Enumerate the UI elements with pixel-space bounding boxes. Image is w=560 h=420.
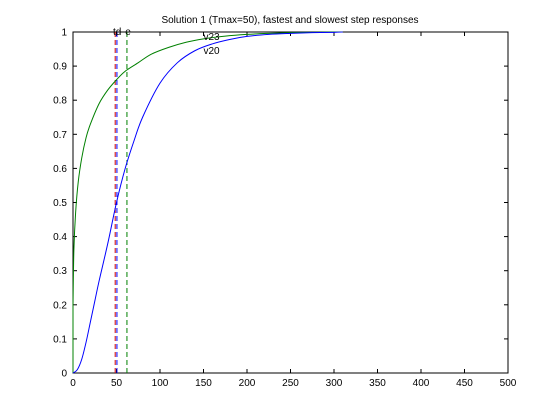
x-tick-label: 350 xyxy=(369,378,386,389)
y-tick-label: 0.8 xyxy=(53,96,67,107)
y-tick-label: 0.1 xyxy=(53,334,67,345)
x-tick-label: 400 xyxy=(413,378,430,389)
series-line-v23 xyxy=(72,31,343,373)
y-tick-label: 0.9 xyxy=(53,62,67,73)
annotation-v23: v23 xyxy=(204,32,221,43)
chart-title: Solution 1 (Tmax=50), fastest and slowes… xyxy=(161,15,418,26)
y-tick-label: 0.6 xyxy=(53,164,67,175)
y-tick-label: 0.2 xyxy=(53,300,67,311)
x-tick-label: 100 xyxy=(152,378,169,389)
x-tick-label: 150 xyxy=(195,378,212,389)
y-tick-label: 1 xyxy=(61,28,67,39)
plot-area xyxy=(72,31,509,374)
x-tick-label: 0 xyxy=(70,378,76,389)
x-tick-label: 300 xyxy=(326,378,343,389)
annotation-e: e xyxy=(125,27,131,38)
x-tick-label: 250 xyxy=(282,378,299,389)
y-tick-label: 0.7 xyxy=(53,130,67,141)
x-tick-label: 500 xyxy=(500,378,517,389)
x-tick-label: 450 xyxy=(456,378,473,389)
y-tick-label: 0.3 xyxy=(53,266,67,277)
series-line-v20 xyxy=(72,31,343,374)
annotation-v20: v20 xyxy=(204,46,221,57)
y-tick-label: 0.4 xyxy=(53,232,67,243)
annotation-td: td xyxy=(113,27,121,38)
y-tick-label: 0 xyxy=(61,369,67,380)
chart-marks: 0 50 100 150 200 250 300 350 400 450 500 0 0.1 0.2 0.3… xyxy=(53,27,517,389)
x-tick-label: 200 xyxy=(239,378,256,389)
y-tick-label: 0.5 xyxy=(53,198,67,209)
x-tick-label: 50 xyxy=(111,378,123,389)
